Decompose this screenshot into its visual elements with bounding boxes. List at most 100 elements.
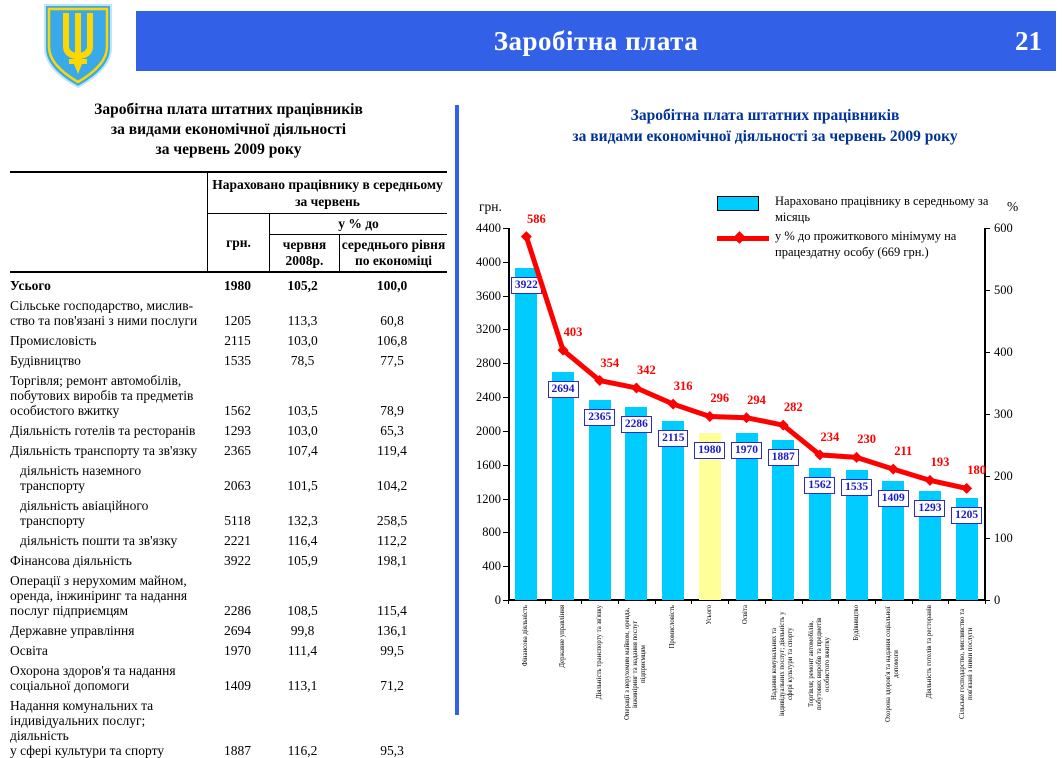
- x-axis-category-label: Державне управління: [559, 605, 567, 668]
- right-tick-label: 400: [994, 345, 1013, 359]
- bar-swatch-icon: [717, 196, 759, 211]
- row-value: 60,8: [380, 313, 404, 328]
- row-value: 112,2: [377, 533, 407, 548]
- row-value: 108,5: [287, 603, 318, 618]
- row-label: Державне управління: [10, 623, 135, 638]
- left-tick-label: 4400: [476, 221, 501, 235]
- page-number: 21: [1015, 25, 1042, 56]
- row-value: 99,5: [380, 643, 404, 658]
- line-value-label: 342: [637, 362, 656, 377]
- left-tick-label: 400: [482, 559, 501, 574]
- right-tick-label: 100: [994, 531, 1013, 545]
- row-value: 78,5: [290, 353, 315, 368]
- x-axis-category-label: Усього: [705, 605, 713, 625]
- table-row: Надання комунальних та індивідуальних по…: [10, 693, 447, 758]
- row-value: 105,9: [287, 553, 318, 568]
- row-value: 100,0: [376, 278, 408, 293]
- x-axis-category-label: Надання комунальних та індивідуальних по…: [771, 611, 795, 717]
- right-tick-label: 0: [994, 593, 1001, 607]
- left-axis-unit: грн.: [479, 199, 502, 214]
- left-tick-label: 3200: [476, 322, 501, 337]
- x-tick-mark: [948, 600, 950, 604]
- x-axis-category-label: Фінансова діяльність: [522, 605, 530, 667]
- left-tick-mark: [503, 464, 508, 466]
- bar-value-label: 1205: [951, 507, 983, 525]
- right-tick-label: 300: [994, 407, 1013, 421]
- line-point-marker: [741, 412, 752, 424]
- line-point-marker: [961, 482, 973, 494]
- left-tick-mark: [503, 295, 508, 297]
- row-label: Торгівля; ремонт автомобілів, побутових …: [10, 373, 194, 418]
- left-tick-mark: [503, 397, 508, 399]
- table-row: Промисловість 2115 103,0 106,8: [10, 328, 447, 348]
- right-tick-label: 200: [994, 469, 1013, 483]
- left-tick-mark: [503, 600, 508, 601]
- header-cell-avg-level: середнього рівня по економіці: [341, 237, 446, 268]
- x-axis-category-label: Освіта: [742, 605, 750, 625]
- left-tick-label: 3600: [476, 288, 501, 303]
- line-point-marker: [814, 449, 826, 461]
- x-tick-mark: [544, 600, 546, 604]
- right-tick-mark: [985, 352, 990, 353]
- row-label: Операції з нерухомим майном, оренда, інж…: [10, 573, 188, 618]
- x-tick-mark: [581, 600, 583, 604]
- wage-chart: грн. % Нараховано працівнику в середньом…: [465, 165, 1063, 727]
- bar: [808, 467, 831, 600]
- line-value-label: 282: [783, 400, 803, 415]
- row-value: 116,2: [287, 743, 318, 758]
- slide-title: Заробітна плата: [493, 25, 699, 56]
- row-value: 1535: [224, 353, 251, 368]
- row-value: 3922: [224, 553, 251, 568]
- row-value: 1205: [224, 313, 251, 328]
- row-value: 111,4: [287, 643, 318, 658]
- bar-value-label: 1535: [841, 479, 873, 497]
- left-tick-mark: [503, 228, 508, 229]
- line-point-marker: [851, 451, 863, 463]
- row-label: діяльність пошти та зв'язку: [20, 533, 178, 548]
- x-tick-mark: [911, 600, 913, 604]
- bar-value-label: 2286: [620, 415, 652, 433]
- bar-value-label: 2365: [584, 409, 616, 427]
- table-row: Діяльність готелів та ресторанів 1293 103,…: [10, 418, 447, 438]
- row-value: 2365: [224, 443, 251, 458]
- line-point-marker: [630, 382, 642, 394]
- row-value: 2286: [224, 603, 251, 618]
- table-row: Сільське господарство, мислив- ство та п…: [10, 293, 447, 328]
- x-tick-mark: [508, 600, 509, 604]
- row-value: 2063: [224, 478, 251, 493]
- bar-value-label: 2115: [658, 430, 689, 448]
- line-point-marker: [594, 375, 606, 387]
- x-axis-category-label: Будівництво: [852, 605, 860, 641]
- row-value: 1409: [224, 678, 251, 693]
- x-tick-mark: [801, 600, 803, 604]
- x-tick-mark: [764, 600, 766, 604]
- left-tick-mark: [503, 430, 508, 432]
- table-row: діяльність пошти та зв'язку 2221 116,4 112,…: [10, 528, 447, 548]
- left-tick-mark: [503, 566, 508, 568]
- slide: { "header": { "title": "Заробітна плата"…: [10, 4, 1063, 758]
- coat-of-arms-ukraine: [44, 4, 112, 89]
- table-row: діяльність наземного транспорту 2063 101,5…: [10, 458, 447, 493]
- x-tick-mark: [985, 600, 986, 604]
- line-value-label: 403: [563, 325, 583, 340]
- header-cell-pct-group: у % до: [270, 214, 447, 235]
- row-value: 258,5: [376, 513, 408, 528]
- header-cell-jun2008: червня 2008р.: [270, 235, 340, 271]
- x-axis-category-label: Торгівля; ремонт автомобілів, побутових …: [807, 617, 831, 711]
- row-label: Надання комунальних та індивідуальних по…: [10, 698, 165, 758]
- bar: [515, 268, 538, 600]
- table-title: Заробітна плата штатних працівників за в…: [94, 101, 363, 158]
- left-tick-label: 4000: [476, 254, 501, 269]
- left-tick-mark: [503, 363, 508, 365]
- row-label: Будівництво: [10, 353, 81, 368]
- chart-title: Заробітна плата штатних працівників за в…: [572, 107, 958, 145]
- left-tick-label: 2400: [476, 390, 501, 405]
- row-value: 113,3: [287, 313, 318, 328]
- right-tick-mark: [985, 600, 990, 601]
- row-value: 2115: [224, 333, 251, 348]
- left-tick-label: 1200: [476, 491, 501, 506]
- line-value-label: 193: [930, 455, 950, 470]
- row-label: Діяльність транспорту та зв'язку: [10, 443, 198, 458]
- right-axis: [984, 228, 986, 600]
- bar: [662, 421, 685, 600]
